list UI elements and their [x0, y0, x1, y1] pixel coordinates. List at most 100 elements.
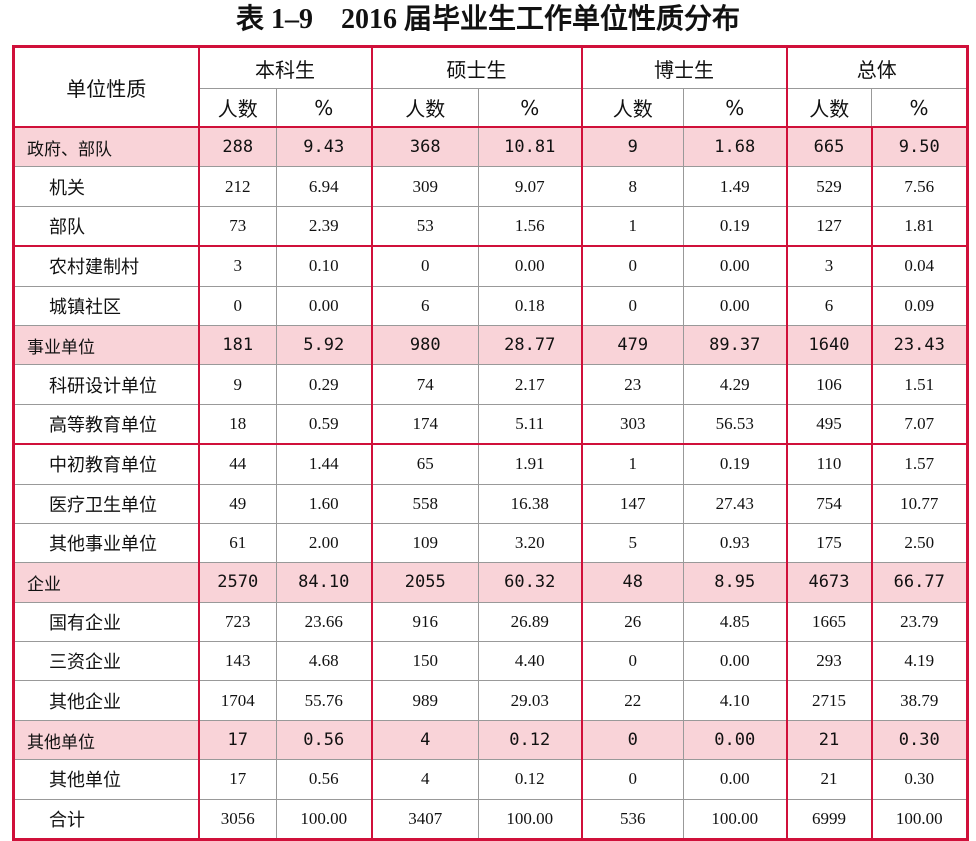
cell: 150: [370, 641, 479, 682]
cell: 74: [370, 364, 479, 405]
item-row: 科研设计单位 9 0.29 74 2.17 23 4.29 106 1.51: [13, 364, 968, 405]
cell: 0: [580, 245, 684, 287]
subheader: 人数: [370, 88, 479, 128]
cell: 73: [197, 205, 277, 247]
cell: 2.39: [276, 205, 372, 247]
cell: 100.00: [478, 798, 582, 841]
item-row: 国有企业 723 23.66 916 26.89 26 4.85 1665 23.79: [13, 601, 968, 643]
cell: 9: [197, 364, 277, 405]
cell: 89.37: [683, 324, 787, 366]
subheader: %: [683, 88, 787, 128]
cell: 1665: [785, 601, 872, 643]
cell: 55.76: [276, 680, 372, 721]
cell: 1.91: [478, 443, 582, 485]
row-label: 其他企业: [13, 680, 199, 721]
cell: 100.00: [683, 798, 787, 841]
cell: 49: [197, 483, 277, 524]
cell: 6.94: [276, 166, 372, 207]
cell: 2715: [785, 680, 872, 721]
cell: 0.12: [478, 759, 582, 800]
cell: 558: [370, 483, 479, 524]
cell: 3: [785, 245, 872, 287]
cell: 4.10: [683, 680, 787, 721]
item-row: 部队 73 2.39 53 1.56 1 0.19 127 1.81: [13, 205, 968, 247]
cell: 5.92: [276, 324, 372, 366]
group-header: 本科生: [197, 46, 372, 89]
cell: 181: [197, 324, 277, 366]
cell: 143: [197, 641, 277, 682]
cell: 109: [370, 522, 479, 564]
cell: 0.00: [683, 641, 787, 682]
cell: 7.07: [870, 403, 968, 445]
cell: 26.89: [478, 601, 582, 643]
row-label: 政府、部队: [13, 126, 199, 168]
cell: 2.17: [478, 364, 582, 405]
cell: 980: [370, 324, 479, 366]
subheader: 人数: [580, 88, 684, 128]
group-header: 总体: [785, 46, 968, 89]
cell: 479: [580, 324, 684, 366]
category-row: 其他单位 17 0.56 4 0.12 0 0.00 21 0.30: [13, 719, 968, 761]
cell: 2.00: [276, 522, 372, 564]
cell: 0.30: [870, 719, 968, 761]
cell: 303: [580, 403, 684, 445]
cell: 3.20: [478, 522, 582, 564]
cell: 4.40: [478, 641, 582, 682]
cell: 495: [785, 403, 872, 445]
cell: 665: [785, 126, 872, 168]
cell: 100.00: [276, 798, 372, 841]
cell: 53: [370, 205, 479, 247]
cell: 0.00: [683, 759, 787, 800]
cell: 9.43: [276, 126, 372, 168]
cell: 989: [370, 680, 479, 721]
cell: 0.19: [683, 205, 787, 247]
category-row: 事业单位 181 5.92 980 28.77 479 89.37 1640 23.43: [13, 324, 968, 366]
cell: 1.81: [870, 205, 968, 247]
cell: 0.00: [683, 719, 787, 761]
item-row: 机关 212 6.94 309 9.07 8 1.49 529 7.56: [13, 166, 968, 207]
cell: 9: [580, 126, 684, 168]
row-label: 其他单位: [13, 759, 199, 800]
subheader: 人数: [197, 88, 277, 128]
cell: 4.29: [683, 364, 787, 405]
cell: 0: [580, 719, 684, 761]
cell: 1.60: [276, 483, 372, 524]
header-row: 单位性质 本科生 硕士生 博士生 总体: [13, 46, 968, 128]
row-label: 中初教育单位: [13, 443, 199, 485]
row-label: 事业单位: [13, 324, 199, 366]
cell: 0.09: [870, 285, 968, 326]
item-row: 农村建制村 3 0.10 0 0.00 0 0.00 3 0.04: [13, 245, 968, 287]
item-row: 中初教育单位 44 1.44 65 1.91 1 0.19 110 1.57: [13, 443, 968, 485]
cell: 529: [785, 166, 872, 207]
cell: 1640: [785, 324, 872, 366]
item-row: 医疗卫生单位 49 1.60 558 16.38 147 27.43 754 10.77: [13, 483, 968, 524]
cell: 18: [197, 403, 277, 445]
cell: 0: [197, 285, 277, 326]
row-label: 国有企业: [13, 601, 199, 643]
cell: 3056: [197, 798, 277, 841]
cell: 1704: [197, 680, 277, 721]
cell: 28.77: [478, 324, 582, 366]
cell: 100.00: [870, 798, 968, 841]
cell: 29.03: [478, 680, 582, 721]
cell: 66.77: [870, 562, 968, 603]
data-table: 单位性质 本科生 硕士生 博士生 总体 人数% 人数% 人数% 人数% 政府、部队 288 9.43 3…: [12, 45, 969, 841]
cell: 7.56: [870, 166, 968, 207]
subheader: %: [871, 88, 968, 128]
cell: 916: [370, 601, 479, 643]
cell: 17: [197, 759, 277, 800]
cell: 60.32: [478, 562, 582, 603]
cell: 127: [785, 205, 872, 247]
cell: 288: [197, 126, 277, 168]
row-label: 医疗卫生单位: [13, 483, 199, 524]
group-header: 博士生: [580, 46, 787, 89]
cell: 0.29: [276, 364, 372, 405]
cell: 0.30: [870, 759, 968, 800]
cell: 0.04: [870, 245, 968, 287]
item-row: 合计 3056 100.00 3407 100.00 536 100.00 6999 100.0…: [13, 798, 968, 841]
cell: 23.66: [276, 601, 372, 643]
row-label: 农村建制村: [13, 245, 199, 287]
cell: 309: [370, 166, 479, 207]
subheader-row: 人数% 人数% 人数% 人数%: [14, 88, 968, 128]
cell: 3: [197, 245, 277, 287]
